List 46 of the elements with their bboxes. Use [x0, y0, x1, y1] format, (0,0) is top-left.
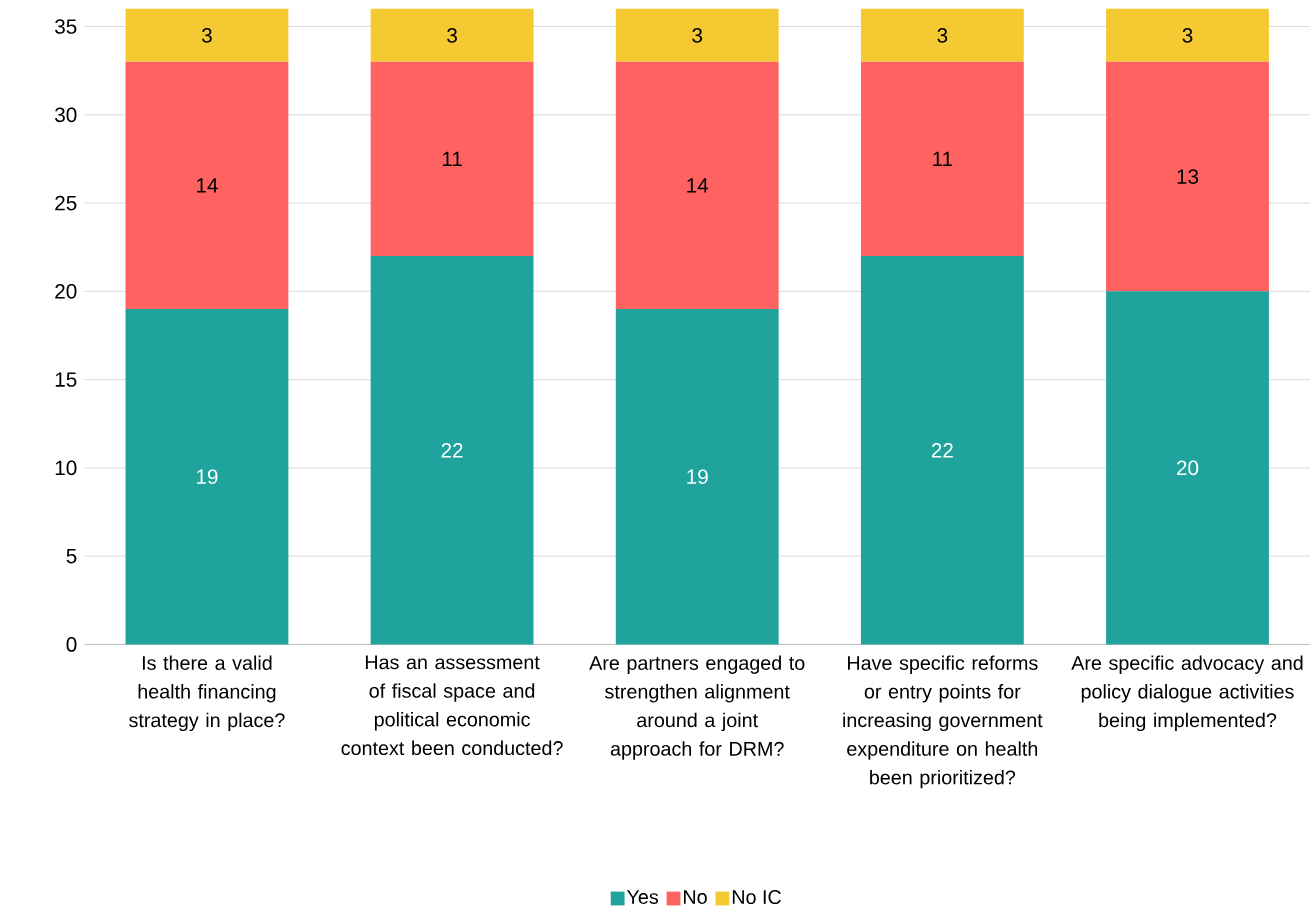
y-tick-label: 5 — [66, 548, 77, 564]
data-label: 3 — [201, 28, 212, 43]
bar — [125, 8, 289, 62]
bar — [1106, 61, 1269, 292]
bar — [1106, 291, 1269, 645]
bar — [1106, 8, 1269, 62]
x-tick-label: Are specific advocacy and policy dialogue activities being implemented? — [1071, 655, 1303, 732]
bar — [125, 309, 289, 645]
bar — [370, 8, 534, 62]
data-label: 22 — [441, 443, 463, 458]
data-label: 3 — [447, 28, 457, 43]
bar — [615, 61, 779, 310]
data-label: 19 — [197, 469, 218, 485]
y-tick-label: 35 — [55, 19, 77, 34]
y-tick-label: 15 — [55, 372, 77, 387]
data-label: 3 — [937, 28, 948, 43]
legend-label: No — [684, 890, 707, 905]
data-label: 11 — [933, 151, 953, 167]
y-tick-label: 0 — [66, 637, 77, 652]
legend-label: Yes — [626, 890, 659, 905]
bar — [370, 61, 534, 257]
data-label: 14 — [687, 178, 709, 193]
data-label: 3 — [1182, 28, 1193, 43]
y-tick-label: 25 — [55, 195, 77, 211]
x-tick-label: Have specific reforms or entry points for increasing government expenditure on health been prioritized? — [843, 655, 1043, 789]
x-tick-label: Is there a valid health financing strategy in place? — [129, 655, 285, 732]
data-label: 11 — [442, 151, 462, 167]
bar — [860, 8, 1024, 62]
bar — [860, 61, 1024, 257]
y-tick-label: 20 — [55, 284, 77, 299]
y-tick-label: 10 — [55, 460, 77, 476]
bar — [615, 8, 779, 62]
legend-label: No IC — [732, 890, 781, 905]
bar — [370, 256, 534, 645]
y-tick-label: 30 — [55, 107, 77, 123]
data-label: 22 — [931, 443, 953, 458]
data-label: 19 — [687, 469, 708, 485]
data-label: 3 — [692, 28, 703, 43]
data-label: 20 — [1177, 460, 1199, 476]
bar — [125, 61, 289, 310]
bar — [860, 256, 1024, 645]
data-label: 14 — [197, 178, 218, 193]
x-tick-label: Are partners engaged to strengthen alignment around a joint approach for DRM? — [589, 655, 805, 760]
data-label: 13 — [1177, 169, 1199, 184]
bar — [615, 309, 779, 645]
x-tick-label: Has an assessment of fiscal space and political economic context been conducted? — [341, 655, 563, 756]
